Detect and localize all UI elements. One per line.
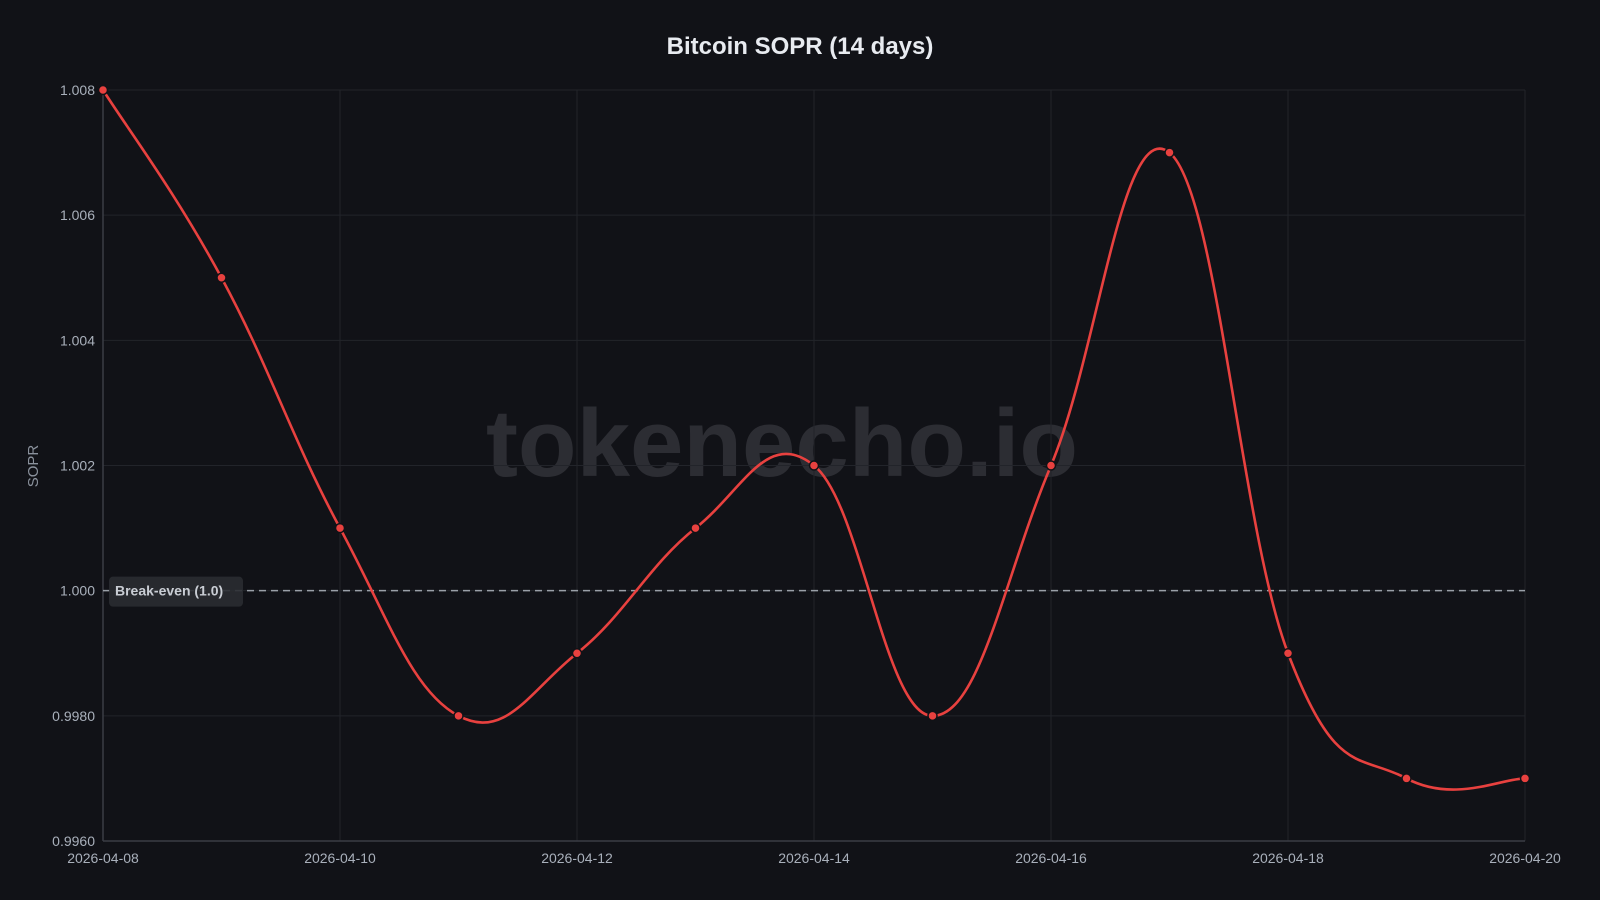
data-point[interactable] (453, 710, 464, 722)
x-tick-label: 2026-04-10 (304, 850, 376, 866)
data-point[interactable] (927, 710, 938, 722)
x-tick-label: 2026-04-16 (1015, 850, 1087, 866)
y-tick-label: 1.004 (60, 332, 95, 348)
data-point[interactable] (1164, 147, 1175, 158)
data-point[interactable] (97, 84, 109, 96)
data-point[interactable] (690, 522, 701, 534)
chart-title: Bitcoin SOPR (14 days) (666, 33, 934, 60)
data-point[interactable] (216, 272, 227, 283)
x-tick-label: 2026-04-08 (67, 850, 139, 866)
y-axis-label: SOPR (25, 445, 42, 488)
break-even-label-box (109, 576, 243, 607)
y-tick-label: 1.000 (60, 583, 95, 599)
data-point[interactable] (808, 460, 820, 471)
y-tick-label: 0.9980 (52, 708, 95, 724)
y-tick-label: 1.006 (60, 207, 95, 223)
y-tick-label: 1.002 (60, 458, 95, 474)
watermark: tokenecho.io (486, 390, 1078, 497)
x-tick-label: 2026-04-18 (1252, 850, 1324, 866)
data-point[interactable] (1282, 648, 1294, 659)
data-point[interactable] (1045, 460, 1057, 471)
data-point[interactable] (571, 648, 583, 659)
x-tick-label: 2026-04-20 (1489, 850, 1561, 866)
y-tick-label: 0.9960 (52, 833, 95, 849)
x-tick-label: 2026-04-14 (778, 850, 850, 866)
data-point[interactable] (334, 522, 346, 534)
data-point[interactable] (1401, 773, 1412, 784)
x-tick-label: 2026-04-12 (541, 850, 613, 866)
y-tick-label: 1.008 (60, 82, 95, 98)
break-even-label: Break-even (1.0) (115, 583, 223, 599)
data-point[interactable] (1519, 773, 1531, 784)
